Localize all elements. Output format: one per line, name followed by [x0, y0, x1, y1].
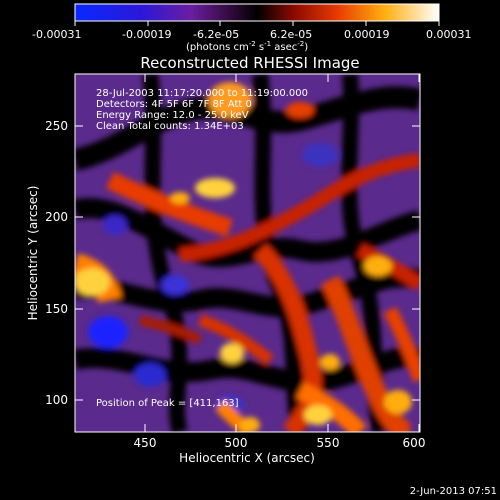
- y-tick-label-250: 250: [45, 119, 68, 133]
- annotation-detectors: Detectors: 4F 5F 6F 7F 8F Att 0: [96, 99, 252, 110]
- colorbar-tick-label-6: 0.00031: [426, 28, 472, 41]
- colorbar-tick-label-1: -0.00031: [32, 28, 81, 41]
- plot-frame: [74, 73, 421, 433]
- x-axis-label: Heliocentric X (arcsec): [179, 451, 315, 465]
- x-tick-label-450: 450: [134, 436, 157, 450]
- colorbar-ticks: [74, 21, 440, 26]
- footer-timestamp: 2-Jun-2013 07:51: [410, 486, 497, 497]
- colorbar-tick-label-5: 0.00019: [344, 28, 390, 41]
- x-axis-ticks: [144, 74, 420, 432]
- annotation-energy-range: Energy Range: 12.0 - 25.0 keV: [96, 110, 249, 121]
- y-axis-ticks: [75, 125, 420, 401]
- colorbar-units: (photons cm-2 s-1 asec-2): [186, 40, 308, 53]
- y-tick-label-150: 150: [45, 302, 68, 316]
- annotation-peak-position: Position of Peak = [411,163]: [96, 398, 239, 409]
- colorbar-tick-label-3: -6.2e-05: [193, 28, 239, 41]
- colorbar-tick-label-2: -0.00019: [122, 28, 171, 41]
- plot-title: Reconstructed RHESSI Image: [140, 54, 359, 72]
- y-axis-label: Heliocentric Y (arcsec): [26, 186, 40, 321]
- colorbar-tick-label-4: 6.2e-05: [270, 28, 312, 41]
- x-tick-label-550: 550: [317, 436, 340, 450]
- annotation-time-range: 28-Jul-2003 11:17:20.000 to 11:19:00.000: [96, 88, 308, 99]
- y-tick-label-200: 200: [45, 210, 68, 224]
- y-tick-label-100: 100: [45, 393, 68, 407]
- x-tick-label-600: 600: [403, 436, 426, 450]
- annotation-total-counts: Clean Total counts: 1.34E+03: [96, 121, 244, 132]
- heatmap-image: [75, 74, 420, 432]
- colorbar: [74, 3, 440, 22]
- x-tick-label-500: 500: [225, 436, 248, 450]
